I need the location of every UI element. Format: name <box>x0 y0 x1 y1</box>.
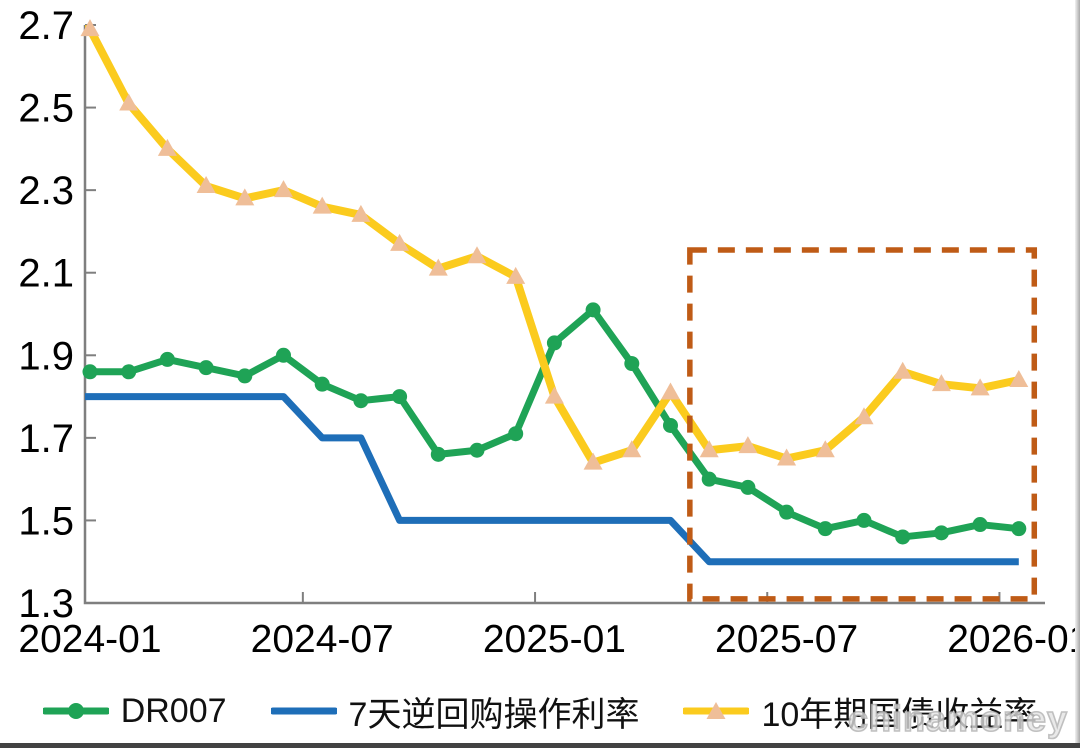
series-line-1 <box>85 393 1019 566</box>
data-point-triangle <box>661 382 680 400</box>
y-axis-tick-label: 1.5 <box>18 499 74 543</box>
data-point-triangle <box>970 378 990 396</box>
data-point-triangle <box>235 188 255 206</box>
data-point-circle <box>585 302 601 318</box>
data-point-circle <box>198 360 214 376</box>
data-point-circle <box>856 512 872 528</box>
data-point-triangle <box>583 452 603 470</box>
highlight-dashed-box <box>687 247 1038 602</box>
screenshot-bottom-edge <box>0 743 1080 748</box>
y-axis-tick-label: 1.7 <box>18 417 74 461</box>
data-point-triangle <box>622 440 642 458</box>
x-axis-tick-label: 2025-07 <box>715 618 858 661</box>
data-point-circle <box>546 335 562 351</box>
data-point-circle <box>1011 521 1027 537</box>
data-point-triangle <box>893 361 913 379</box>
data-point-circle <box>508 426 524 442</box>
legend-swatch-blue-line-icon <box>269 699 339 723</box>
data-point-circle <box>276 347 291 363</box>
legend-swatch-svg <box>681 702 751 719</box>
data-point-circle <box>121 364 137 380</box>
data-point-triangle <box>196 176 216 194</box>
data-point-circle <box>624 356 640 372</box>
data-point-circle <box>237 368 253 384</box>
data-point-triangle <box>351 204 371 222</box>
data-point-triangle <box>699 440 719 458</box>
data-point-triangle <box>931 374 951 392</box>
data-point-circle <box>701 471 717 487</box>
legend-swatch-svg <box>269 707 339 715</box>
x-axis-tick-label: 2024-07 <box>251 618 394 661</box>
x-axis-tick-label: 2025-01 <box>483 618 626 661</box>
legend-swatch-yellow-line-triangle-icon <box>681 699 751 723</box>
data-point-circle <box>740 479 756 495</box>
data-point-triangle <box>1009 370 1029 388</box>
legend-swatch-svg <box>41 703 111 719</box>
data-point-triangle <box>506 266 526 284</box>
data-point-circle <box>469 442 485 458</box>
x-axis-tick-label: 2024-01 <box>18 618 161 661</box>
axis-lines <box>83 25 1045 605</box>
data-point-circle <box>82 364 98 380</box>
data-point-circle <box>779 504 795 520</box>
legend-item-10y-bond-yield: 10年期国债收益率 <box>681 687 1038 736</box>
data-point-triangle <box>854 407 874 425</box>
data-point-circle <box>933 525 949 541</box>
data-point-circle <box>972 517 988 533</box>
data-point-circle <box>314 376 330 392</box>
data-point-circle <box>663 417 678 433</box>
data-point-circle <box>430 446 446 462</box>
data-point-triangle <box>738 436 758 454</box>
legend-label-10y-bond-yield: 10年期国债收益率 <box>761 695 1038 734</box>
legend-label-reverse-repo: 7天逆回购操作利率 <box>348 695 640 734</box>
data-point-triangle <box>312 196 332 214</box>
data-point-circle <box>392 389 408 405</box>
legend-item-reverse-repo: 7天逆回购操作利率 <box>269 687 640 736</box>
data-point-triangle <box>157 138 177 156</box>
chart-legend: DR007 7天逆回购操作利率 10年期国债收益率 <box>0 687 1080 735</box>
data-point-circle <box>817 521 833 537</box>
screenshot-right-edge <box>1075 0 1080 743</box>
legend-label-dr007: DR007 <box>120 691 227 730</box>
data-point-triangle <box>390 233 410 251</box>
legend-item-dr007: DR007 <box>41 691 227 731</box>
y-axis-tick-label: 1.9 <box>18 334 74 378</box>
data-point-triangle <box>467 246 487 264</box>
data-point-circle <box>159 351 175 367</box>
data-point-triangle <box>815 440 835 458</box>
y-axis-tick-label: 2.5 <box>18 87 74 131</box>
x-axis-tick-label: 2026-01 <box>947 618 1080 661</box>
data-point-triangle <box>80 19 100 37</box>
data-point-triangle <box>777 448 797 466</box>
y-axis-tick-label: 2.7 <box>18 4 74 48</box>
y-axis-tick-label: 2.3 <box>18 169 74 213</box>
y-axis-tick-label: 2.1 <box>18 252 74 296</box>
data-point-triangle <box>544 386 564 404</box>
y-axis-tick-label: 1.3 <box>18 582 74 626</box>
data-point-circle <box>353 393 369 409</box>
data-point-triangle <box>119 93 139 111</box>
data-point-triangle <box>274 180 293 198</box>
data-point-triangle <box>428 258 448 276</box>
data-point-circle <box>895 529 911 545</box>
legend-swatch-green-line-circle-icon <box>41 699 111 723</box>
